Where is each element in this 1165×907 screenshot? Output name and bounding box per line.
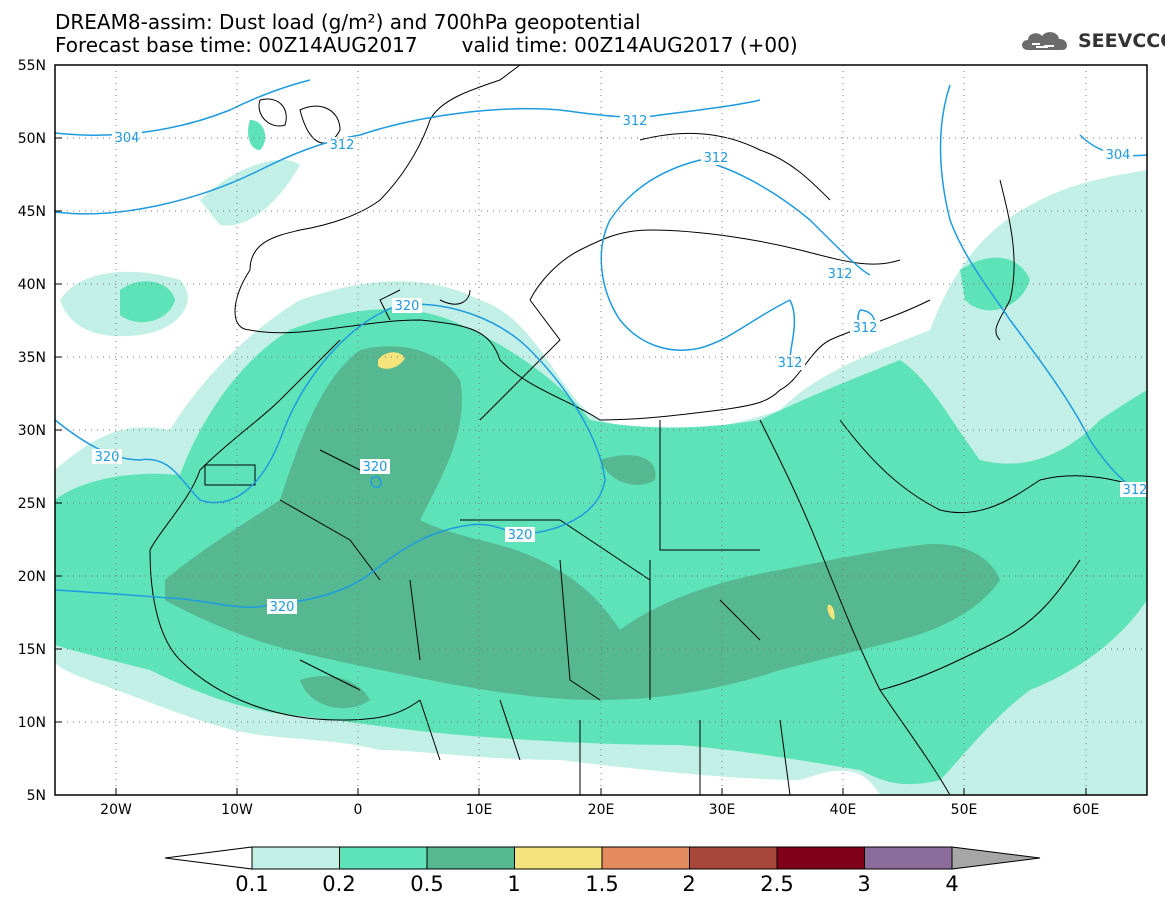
contour-312-iran xyxy=(939,84,1147,496)
contour-label: 312 xyxy=(828,267,853,282)
colorbar-label: 0.2 xyxy=(322,872,356,896)
contour-312-east xyxy=(699,159,871,276)
lat-label: 15N xyxy=(18,642,46,658)
valid-time: valid time: 00Z14AUG2017 (+00) xyxy=(461,33,798,57)
colorbar-box xyxy=(601,846,690,870)
contour-312-west xyxy=(55,99,761,215)
colorbar-box xyxy=(339,846,428,870)
colorbar-label: 2.5 xyxy=(760,872,794,896)
contour-label: 312 xyxy=(330,138,355,153)
cloud-icon xyxy=(1022,32,1068,50)
map-title: DREAM8-assim: Dust load (g/m²) and 700hP… xyxy=(55,10,641,34)
colorbar-box xyxy=(514,846,603,870)
contour-label: 320 xyxy=(270,600,295,615)
lat-label: 30N xyxy=(18,423,46,439)
contour-labels: 304 312 312 312 312 312 304 320 320 320 … xyxy=(92,113,1147,615)
contour-label: 312 xyxy=(853,321,878,336)
lon-label: 20W xyxy=(100,802,132,818)
dust-level-0.5-patches xyxy=(300,455,656,709)
lat-label: 55N xyxy=(18,58,46,74)
lat-label: 25N xyxy=(18,496,46,512)
dust-level-0.5 xyxy=(165,346,1000,700)
coastlines-borders xyxy=(149,65,1147,795)
contour-label: 320 xyxy=(363,460,388,475)
graticule xyxy=(55,65,1147,795)
lat-label: 50N xyxy=(18,131,46,147)
contour-label: 320 xyxy=(508,528,533,543)
lat-label: 10N xyxy=(18,715,46,731)
colorbar-underflow-triangle xyxy=(164,846,253,870)
logo-text: SEEVCCC xyxy=(1078,30,1165,52)
axis-ticks xyxy=(55,64,1087,795)
lon-label: 0 xyxy=(354,802,363,818)
longitude-labels: 20W 10W 0 10E 20E 30E 40E 50E 60E xyxy=(100,802,1099,818)
contour-label: 312 xyxy=(1123,483,1148,498)
contour-label: 312 xyxy=(704,151,729,166)
lat-label: 45N xyxy=(18,204,46,220)
contour-label: 320 xyxy=(395,299,420,314)
dust-fill-layer xyxy=(55,120,1147,795)
colorbar-overflow-triangle xyxy=(951,846,1041,870)
lon-label: 60E xyxy=(1073,802,1100,818)
contour-304-west xyxy=(55,79,311,136)
lat-label: 5N xyxy=(27,788,46,804)
colorbar-box xyxy=(426,846,515,870)
colorbar-label: 0.5 xyxy=(410,872,444,896)
geopotential-contours xyxy=(55,79,1147,608)
colorbar-label: 4 xyxy=(945,872,959,896)
contour-312-central xyxy=(600,159,791,351)
lon-label: 30E xyxy=(709,802,736,818)
contour-label: 304 xyxy=(1106,148,1131,163)
lat-label: 20N xyxy=(18,569,46,585)
seevccc-logo: SEEVCCC xyxy=(1018,28,1165,54)
color-bar xyxy=(164,846,1041,870)
colorbar-label: 1 xyxy=(507,872,521,896)
colorbar-label: 1.5 xyxy=(585,872,619,896)
lon-label: 20E xyxy=(588,802,615,818)
lon-label: 50E xyxy=(951,802,978,818)
colorbar-box xyxy=(776,846,865,870)
colorbar-box xyxy=(689,846,778,870)
colorbar-box xyxy=(251,846,340,870)
lon-label: 40E xyxy=(830,802,857,818)
lon-label: 10E xyxy=(466,802,493,818)
colorbar-label: 2 xyxy=(682,872,696,896)
colorbar-box xyxy=(864,846,953,870)
lat-label: 40N xyxy=(18,277,46,293)
latitude-labels: 55N 50N 45N 40N 35N 30N 25N 20N 15N 10N … xyxy=(18,58,46,804)
map-subtitle: Forecast base time: 00Z14AUG2017 valid ti… xyxy=(55,35,798,56)
lat-label: 35N xyxy=(18,350,46,366)
contour-320-south xyxy=(55,523,521,608)
colorbar-label: 0.1 xyxy=(235,872,269,896)
forecast-base-time: Forecast base time: 00Z14AUG2017 xyxy=(55,33,418,57)
lon-label: 10W xyxy=(221,802,253,818)
contour-320-north xyxy=(55,303,606,536)
contour-label: 320 xyxy=(95,450,120,465)
colorbar-label: 3 xyxy=(857,872,871,896)
contour-label: 312 xyxy=(623,114,648,129)
contour-label: 312 xyxy=(778,356,803,371)
contour-320-closed xyxy=(370,475,382,489)
